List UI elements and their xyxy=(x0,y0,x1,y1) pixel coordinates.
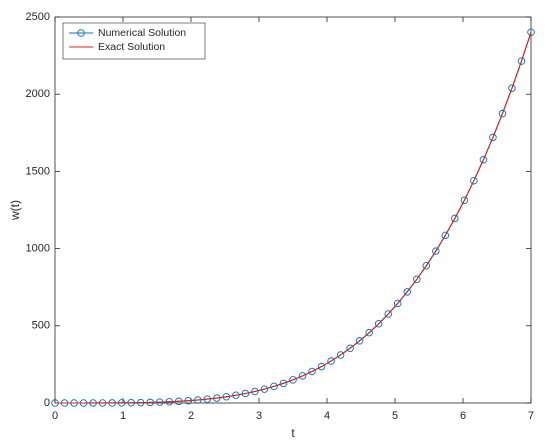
point-marker xyxy=(336,351,345,359)
point-marker xyxy=(374,319,383,328)
point-marker xyxy=(355,337,364,345)
point-marker xyxy=(517,57,526,65)
point-marker xyxy=(251,387,259,396)
point-marker xyxy=(460,196,469,204)
x-tick-label: 4 xyxy=(324,410,330,422)
x-tick-label: 6 xyxy=(460,410,466,422)
point-marker xyxy=(470,176,478,185)
point-marker xyxy=(527,28,535,37)
x-tick-label: 7 xyxy=(528,410,534,422)
point-marker xyxy=(441,231,450,240)
point-marker xyxy=(384,310,392,318)
x-tick-label: 1 xyxy=(120,410,126,422)
point-marker xyxy=(327,357,335,365)
y-tick-label: 0 xyxy=(44,397,50,409)
point-marker xyxy=(308,367,316,376)
point-marker xyxy=(451,214,459,223)
y-axis-label: w(t) xyxy=(8,200,22,221)
point-marker xyxy=(422,262,431,270)
y-tick-label: 500 xyxy=(32,320,50,332)
point-marker xyxy=(260,385,269,393)
point-marker xyxy=(489,133,497,142)
point-marker xyxy=(298,372,307,380)
legend-marker xyxy=(77,29,85,37)
point-marker xyxy=(479,156,488,164)
point-marker xyxy=(393,299,402,308)
point-marker xyxy=(413,275,421,284)
point-marker xyxy=(432,247,440,255)
y-tick-label: 2000 xyxy=(26,88,50,100)
point-marker xyxy=(346,344,354,352)
point-marker xyxy=(270,382,278,391)
series-line xyxy=(55,32,532,404)
x-tick-label: 3 xyxy=(256,410,262,422)
legend-label: Exact Solution xyxy=(98,41,165,53)
point-marker xyxy=(241,389,250,398)
plot-frame xyxy=(54,16,532,404)
x-tick-label: 0 xyxy=(52,410,58,422)
x-axis-label: t xyxy=(291,426,295,440)
point-marker xyxy=(498,109,507,118)
point-marker xyxy=(289,376,297,384)
y-tick-label: 2500 xyxy=(26,11,50,23)
point-marker xyxy=(279,379,288,388)
point-marker xyxy=(365,328,373,337)
x-tick-label: 5 xyxy=(392,410,398,422)
legend-box xyxy=(62,22,206,60)
point-marker xyxy=(508,84,516,92)
legend-label: Numerical Solution xyxy=(98,27,186,39)
y-tick-label: 1000 xyxy=(26,243,50,255)
x-tick-label: 2 xyxy=(188,410,194,422)
point-marker xyxy=(317,362,326,371)
point-marker xyxy=(403,288,411,296)
y-tick-label: 1500 xyxy=(26,165,50,177)
